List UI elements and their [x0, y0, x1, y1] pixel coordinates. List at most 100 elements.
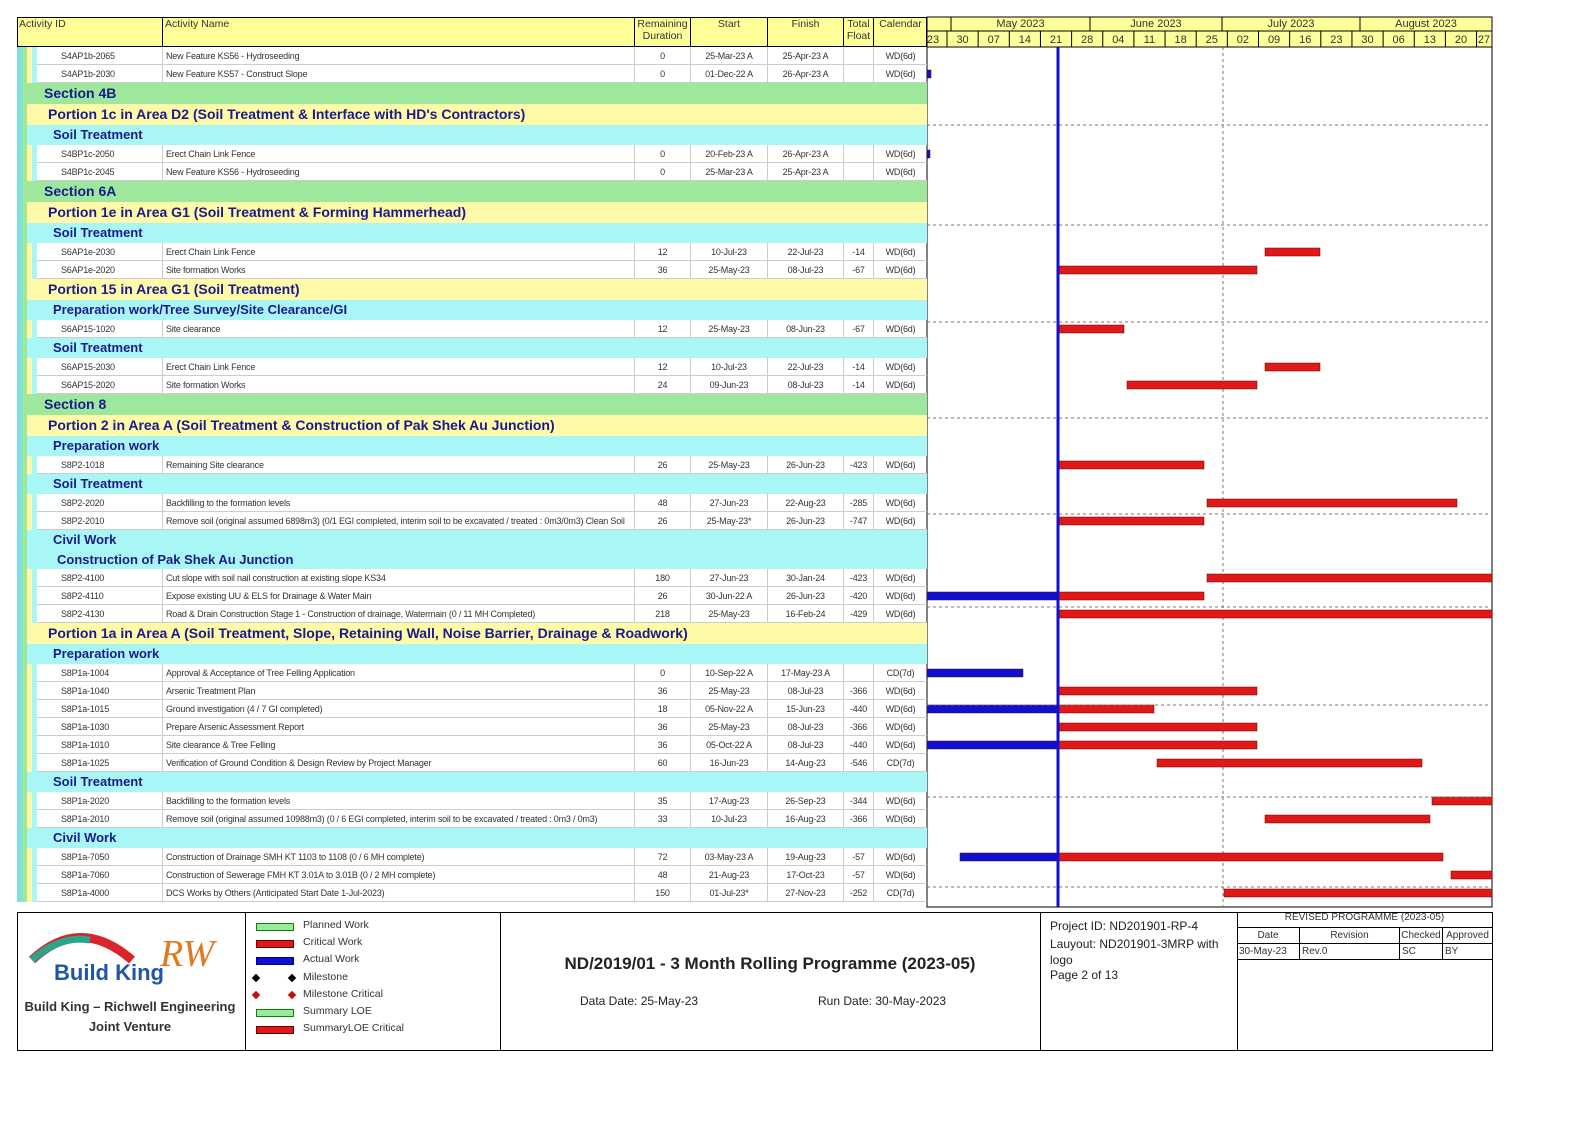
page-number: Page 2 of 13: [1050, 968, 1119, 982]
stripe: [17, 223, 22, 243]
cell-start: 10-Sep-22 A: [690, 664, 767, 682]
stripe: [22, 644, 27, 664]
critical-bar: [1058, 704, 1155, 714]
stripe: [17, 810, 22, 828]
cell-name: Erect Chain Link Fence: [162, 358, 634, 376]
stripe: [22, 145, 27, 163]
cell-duration: 218: [634, 605, 690, 623]
column-header: Start: [690, 18, 767, 47]
stripe: [22, 415, 27, 436]
cell-id: S6AP15-2020: [61, 380, 115, 390]
stripe: [32, 736, 37, 754]
stripe: [27, 494, 32, 512]
cell-start: 10-Jul-23: [690, 243, 767, 261]
cell-start: 16-Jun-23: [690, 754, 767, 772]
stripe: [17, 828, 22, 848]
cell-start: 25-May-23: [690, 605, 767, 623]
cell-calendar: WD(6d): [873, 512, 927, 530]
cell-id: S8P1a-2010: [61, 814, 110, 824]
logo-mark: RW: [159, 933, 218, 975]
day-label: 18: [1175, 34, 1187, 46]
cell-name: Cut slope with soil nail construction at…: [162, 569, 634, 587]
legend-label: Planned Work: [303, 919, 369, 931]
cell-float: -67: [843, 320, 873, 338]
revision-header: Revision: [1299, 928, 1399, 944]
cell-calendar: WD(6d): [873, 47, 927, 65]
day-label: 20: [1455, 34, 1467, 46]
cell-id: S6AP1e-2020: [61, 265, 115, 275]
cell-finish: 08-Jul-23: [767, 261, 843, 279]
cell-start: 25-May-23: [690, 718, 767, 736]
critical-bar: [1058, 686, 1258, 696]
critical-bar: [1206, 573, 1493, 583]
stripe: [32, 47, 37, 65]
stripe: [27, 569, 32, 587]
cell-float: -747: [843, 512, 873, 530]
cell-calendar: WD(6d): [873, 605, 927, 623]
critical-bar: [1264, 247, 1321, 257]
stripe: [17, 65, 22, 83]
stripe: [17, 358, 22, 376]
stripe: [17, 512, 22, 530]
column-header: Activity ID: [19, 18, 66, 30]
cell-id: S6AP15-2030: [61, 362, 115, 372]
section-row: Section 8: [22, 394, 927, 415]
stripe: [17, 772, 22, 792]
stripe: [17, 279, 22, 300]
month-label: August 2023: [1395, 18, 1457, 30]
cell-calendar: WD(6d): [873, 494, 927, 512]
stripe: [32, 320, 37, 338]
stripe: [27, 243, 32, 261]
stripe: [32, 884, 37, 902]
cell-finish: 26-Sep-23: [767, 792, 843, 810]
cell-name: Site formation Works: [162, 376, 634, 394]
day-label: 11: [1144, 34, 1155, 46]
stripe: [22, 300, 27, 320]
revision-cell: BY: [1442, 944, 1492, 960]
stripe: [17, 530, 22, 550]
legend-swatch: [256, 957, 294, 966]
stripe: [22, 338, 27, 358]
cell-float: -440: [843, 700, 873, 718]
stripe: [17, 83, 22, 104]
portion-row: Portion 1e in Area G1 (Soil Treatment & …: [27, 202, 927, 223]
cell-duration: 0: [634, 664, 690, 682]
stripe: [17, 682, 22, 700]
cell-id: S8P1a-2020: [61, 796, 110, 806]
stripe: [32, 866, 37, 884]
day-label: 07: [988, 34, 1000, 46]
cell-calendar: CD(7d): [873, 664, 927, 682]
stripe: [32, 358, 37, 376]
cell-id: S8P1a-1025: [61, 758, 110, 768]
cell-start: 05-Oct-22 A: [690, 736, 767, 754]
stripe: [32, 494, 37, 512]
stripe: [17, 394, 22, 415]
cell-duration: 36: [634, 736, 690, 754]
cell-start: 21-Aug-23: [690, 866, 767, 884]
cell-name: Site clearance: [162, 320, 634, 338]
critical-bar: [1126, 380, 1258, 390]
column-header: Total Float: [843, 18, 873, 47]
cell-calendar: WD(6d): [873, 163, 927, 181]
cell-duration: 36: [634, 718, 690, 736]
stripe: [32, 569, 37, 587]
cell-name: Site formation Works: [162, 261, 634, 279]
cell-id: S4BP1c-2045: [61, 167, 115, 177]
stripe: [32, 376, 37, 394]
stripe: [17, 718, 22, 736]
column-header: Finish: [767, 18, 843, 47]
legend-swatch: [256, 1026, 294, 1035]
stripe: [27, 376, 32, 394]
cell-float: -440: [843, 736, 873, 754]
activity-row: [37, 494, 927, 512]
critical-bar: [1058, 516, 1205, 526]
critical-bar: [1058, 852, 1444, 862]
cell-border: [843, 163, 844, 181]
stripe: [17, 163, 22, 181]
cell-name: New Feature KS56 - Hydroseeding: [162, 163, 634, 181]
revision-title: REVISED PROGRAMME (2023-05): [1237, 912, 1492, 928]
cell-duration: 12: [634, 358, 690, 376]
cell-float: -366: [843, 718, 873, 736]
stripe: [32, 718, 37, 736]
